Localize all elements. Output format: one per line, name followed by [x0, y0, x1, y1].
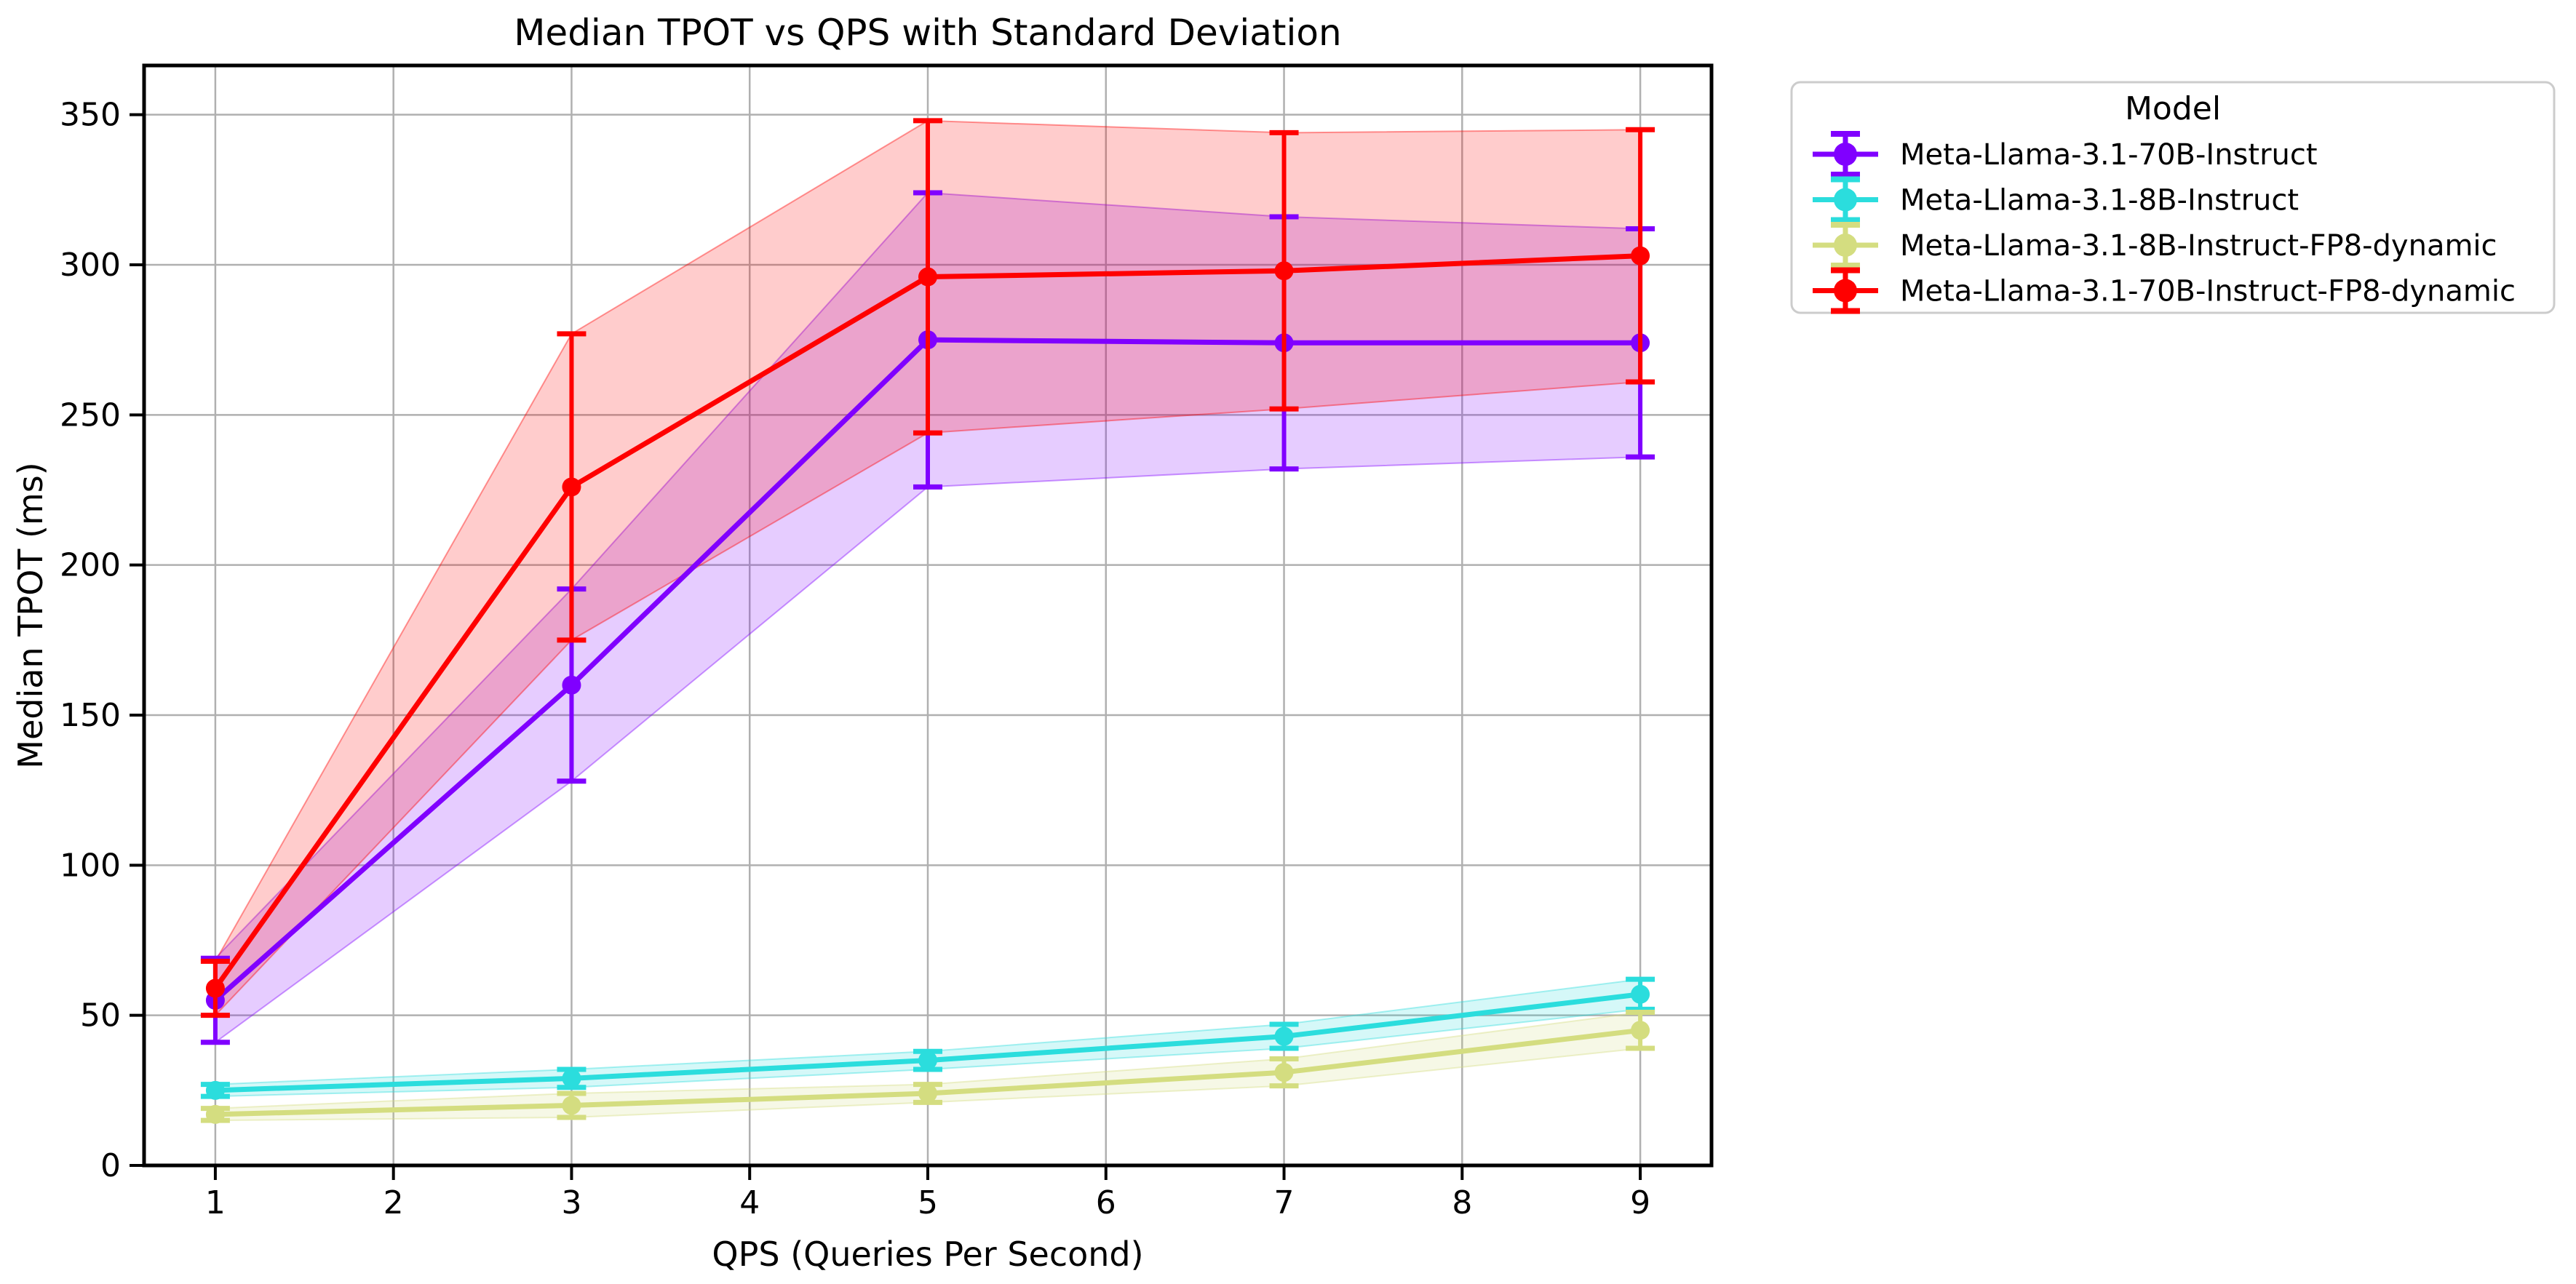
series-marker	[205, 1080, 225, 1100]
y-tick-label: 0	[100, 1147, 121, 1184]
series-marker	[918, 267, 937, 287]
y-axis-label: Median TPOT (ms)	[11, 462, 50, 768]
y-tick-label: 150	[60, 697, 121, 734]
series-marker	[205, 978, 225, 998]
series	[200, 118, 1655, 1018]
x-tick-label: 9	[1630, 1184, 1650, 1221]
legend-box	[1790, 81, 2556, 314]
legend-marker	[1834, 143, 1857, 166]
x-tick-label: 2	[383, 1184, 404, 1221]
x-tick-label: 7	[1274, 1184, 1295, 1221]
legend-item-label: Meta-Llama-3.1-8B-Instruct-FP8-dynamic	[1900, 229, 2497, 263]
legend-items: Meta-Llama-3.1-70B-Instruct Meta-Llama-3.…	[1813, 131, 2516, 314]
y-tick-label: 50	[80, 997, 121, 1034]
series-marker	[1274, 261, 1294, 281]
series-marker	[918, 1050, 937, 1070]
series-marker	[1631, 1021, 1650, 1040]
y-tick-label: 250	[60, 396, 121, 434]
series	[200, 976, 1655, 1100]
series-marker	[1274, 1026, 1294, 1046]
x-tick-label: 6	[1096, 1184, 1116, 1221]
legend: Model Meta-Llama-3.1-70B-InstructMeta-Ll…	[1790, 81, 2556, 314]
legend-item: Meta-Llama-3.1-8B-Instruct	[1813, 176, 2299, 223]
series-marker	[1631, 984, 1650, 1004]
x-tick-label: 5	[918, 1184, 938, 1221]
legend-item-label: Meta-Llama-3.1-8B-Instruct	[1900, 184, 2299, 218]
series-marker	[918, 1083, 937, 1103]
series-marker	[562, 675, 581, 695]
series	[200, 1010, 1655, 1124]
x-tick-label: 8	[1452, 1184, 1472, 1221]
series-marker	[562, 1096, 581, 1115]
tick-layer: 1 2 3 4 5 6 7 8 9 0 50 100 150 200 250 300 350	[60, 97, 1650, 1221]
legend-item: Meta-Llama-3.1-70B-Instruct-FP8-dynamic	[1813, 267, 2516, 314]
legend-item-label: Meta-Llama-3.1-70B-Instruct	[1900, 138, 2318, 172]
legend-marker	[1834, 188, 1857, 212]
series-marker	[562, 1069, 581, 1088]
x-axis-label: QPS (Queries Per Second)	[712, 1235, 1143, 1274]
legend-item-label: Meta-Llama-3.1-70B-Instruct-FP8-dynamic	[1900, 275, 2516, 308]
x-tick-label: 4	[739, 1184, 760, 1221]
series-layer	[200, 118, 1655, 1124]
y-tick-label: 100	[60, 847, 121, 884]
y-tick-label: 300	[60, 247, 121, 284]
grid-layer	[144, 65, 1712, 1167]
series-marker	[205, 1104, 225, 1124]
legend-marker	[1834, 234, 1857, 257]
legend-title: Model	[2125, 90, 2221, 127]
series-marker	[562, 477, 581, 497]
x-tick-label: 3	[561, 1184, 581, 1221]
legend-item: Meta-Llama-3.1-8B-Instruct-FP8-dynamic	[1813, 222, 2497, 268]
series-marker	[1274, 1063, 1294, 1082]
series-marker	[1631, 246, 1650, 266]
y-tick-label: 350	[60, 97, 121, 134]
legend-marker	[1834, 279, 1857, 303]
x-tick-label: 1	[205, 1184, 226, 1221]
chart-title: Median TPOT vs QPS with Standard Deviati…	[514, 12, 1341, 54]
legend-item: Meta-Llama-3.1-70B-Instruct	[1813, 131, 2318, 178]
y-tick-label: 200	[60, 547, 121, 584]
